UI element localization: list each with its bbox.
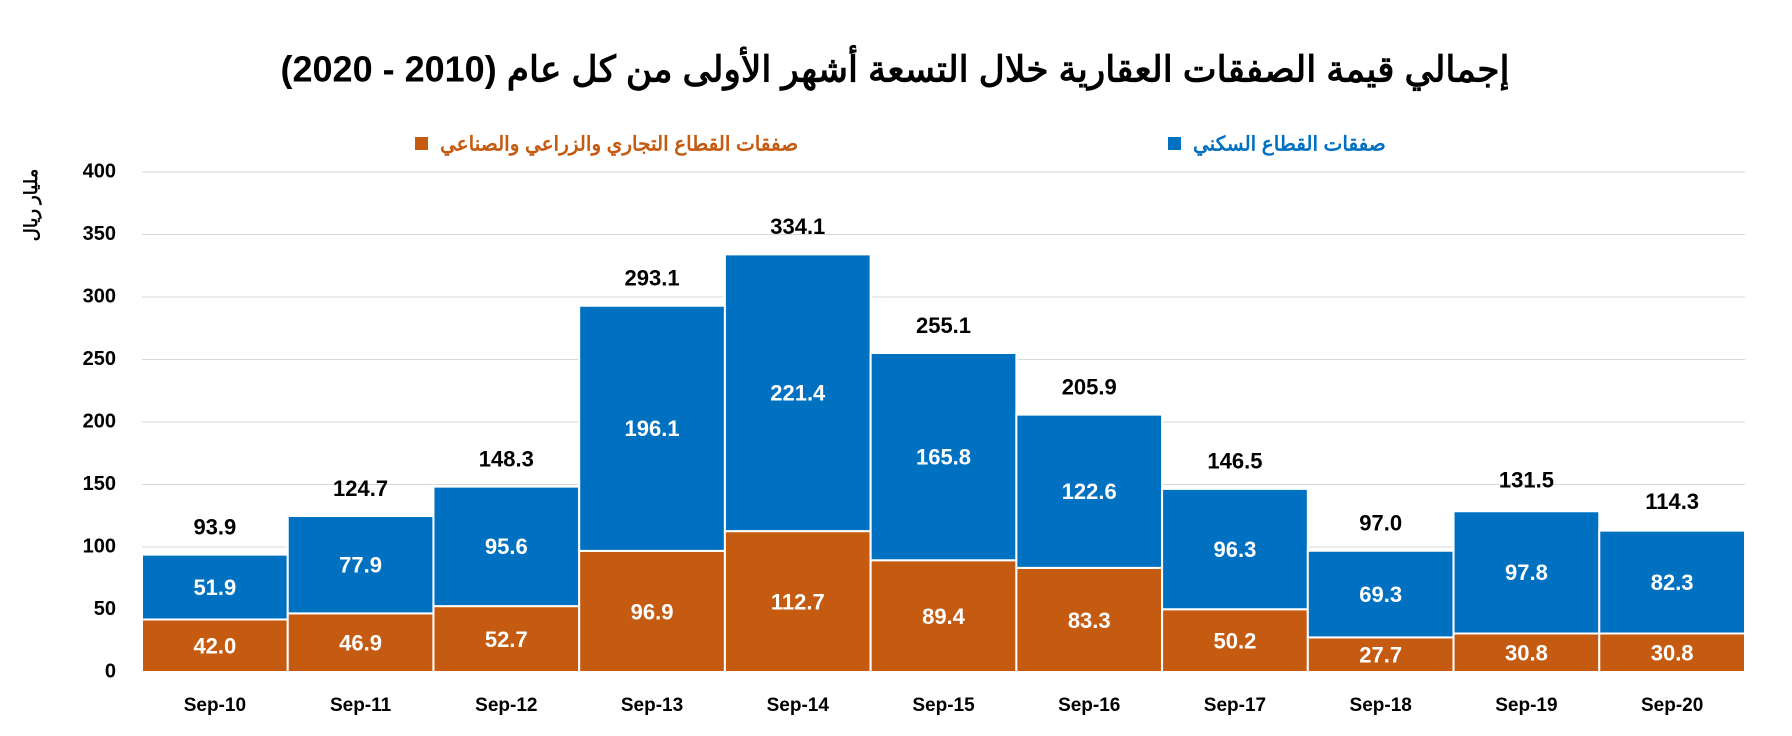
bar-segment (141, 553, 289, 621)
x-tick-label: Sep-15 (912, 695, 975, 716)
bar-segment (1598, 632, 1746, 673)
total-label: 131.5 (1499, 467, 1554, 492)
legend-swatch (415, 137, 428, 150)
legend-label: صفقات القطاع التجاري والزراعي والصناعي (440, 133, 798, 156)
data-label: 51.9 (193, 575, 236, 600)
data-label: 95.6 (485, 534, 528, 559)
total-label: 93.9 (193, 514, 236, 539)
y-tick-label: 100 (83, 535, 116, 557)
data-label: 30.8 (1651, 641, 1694, 666)
data-label: 52.7 (485, 627, 528, 652)
total-label: 97.0 (1359, 511, 1402, 536)
bar-segment (578, 304, 726, 552)
data-label: 77.9 (339, 553, 382, 578)
bar-segment (1161, 608, 1309, 673)
data-label: 42.0 (193, 634, 236, 659)
bar-segment (1161, 487, 1309, 611)
x-tick-label: Sep-19 (1495, 695, 1557, 716)
total-label: 293.1 (625, 265, 680, 290)
data-label: 50.2 (1214, 628, 1257, 653)
x-tick-label: Sep-12 (475, 695, 537, 716)
data-label: 122.6 (1062, 479, 1117, 504)
total-label: 124.7 (333, 476, 388, 501)
bar-segment (432, 485, 581, 608)
y-axis-label: مليار ريال (21, 169, 42, 241)
data-label: 69.3 (1359, 582, 1402, 607)
x-tick-label: Sep-18 (1350, 695, 1412, 716)
total-label: 334.1 (770, 214, 825, 239)
x-tick-label: Sep-14 (767, 695, 830, 716)
bar-segment (1306, 636, 1455, 673)
x-tick-label: Sep-17 (1204, 695, 1266, 716)
y-tick-label: 50 (94, 598, 116, 620)
x-tick-label: Sep-13 (621, 695, 683, 716)
bar-segment (723, 253, 872, 533)
bar-segment (286, 515, 435, 615)
legend-label: صفقات القطاع السكني (1193, 133, 1386, 156)
total-label: 146.5 (1207, 449, 1262, 474)
bar-segment (1015, 413, 1164, 569)
data-label: 96.3 (1214, 537, 1257, 562)
total-label: 148.3 (479, 446, 534, 471)
total-label: 205.9 (1062, 374, 1117, 399)
data-label: 96.9 (631, 599, 674, 624)
total-label: 255.1 (916, 313, 971, 338)
data-label: 97.8 (1505, 560, 1548, 585)
legend-swatch (1168, 137, 1181, 150)
data-label: 89.4 (922, 604, 966, 629)
x-tick-label: Sep-20 (1641, 695, 1703, 716)
total-label: 114.3 (1645, 489, 1699, 514)
bar-segment (723, 530, 872, 673)
bar-segment (1598, 529, 1746, 635)
x-tick-label: Sep-11 (330, 695, 392, 716)
data-label: 112.7 (771, 589, 825, 614)
data-label: 82.3 (1651, 570, 1694, 595)
y-tick-label: 350 (83, 223, 116, 245)
data-label: 27.7 (1359, 643, 1402, 668)
x-tick-label: Sep-10 (184, 695, 246, 716)
data-label: 196.1 (625, 416, 680, 441)
data-label: 46.9 (339, 631, 382, 656)
chart-title: إجمالي قيمة الصفقات العقارية خلال التسعة… (281, 45, 1510, 92)
y-tick-label: 250 (83, 348, 116, 370)
x-tick-label: Sep-16 (1058, 695, 1120, 716)
y-tick-label: 400 (83, 160, 116, 182)
y-tick-label: 200 (83, 410, 116, 432)
data-label: 221.4 (770, 381, 826, 406)
data-label: 165.8 (916, 444, 971, 469)
data-label: 83.3 (1068, 608, 1111, 633)
y-tick-label: 300 (83, 285, 116, 307)
data-label: 30.8 (1505, 641, 1548, 666)
bar-segment (1306, 549, 1455, 639)
y-tick-label: 0 (105, 660, 116, 682)
y-tick-label: 150 (83, 473, 116, 495)
